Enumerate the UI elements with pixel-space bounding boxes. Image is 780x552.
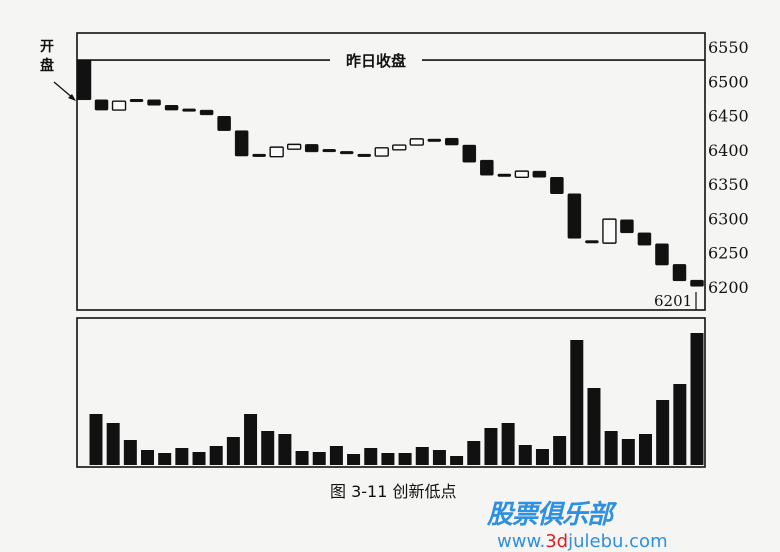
volume-bar xyxy=(638,434,652,465)
url-part: julebu.com xyxy=(568,531,668,552)
open-annotation-char: 盘 xyxy=(40,57,54,74)
volume-bar xyxy=(278,434,292,465)
candle xyxy=(217,116,231,131)
candle xyxy=(514,170,530,178)
candle xyxy=(602,218,617,244)
volume-bar xyxy=(123,440,137,465)
candle xyxy=(550,177,564,194)
volume-bar xyxy=(244,414,258,465)
candle xyxy=(286,143,302,150)
url-part: 3d xyxy=(545,531,569,552)
volume-bar xyxy=(89,414,103,465)
volume-bar xyxy=(673,384,687,465)
watermark-url[interactable]: www.3djulebu.com xyxy=(497,531,668,552)
volume-bar xyxy=(570,340,584,465)
candle xyxy=(655,243,669,266)
volume-bar xyxy=(175,448,189,465)
y-tick-label: 6500 xyxy=(708,72,749,91)
candle xyxy=(252,153,266,157)
candle xyxy=(199,109,214,116)
candle xyxy=(129,99,144,103)
volume-bar xyxy=(604,431,618,465)
y-tick-label: 6200 xyxy=(708,278,749,297)
candle xyxy=(322,149,336,153)
volume-bar xyxy=(535,449,549,465)
arrow-head-icon xyxy=(68,94,76,101)
volume-bar xyxy=(484,428,498,465)
volume-bar xyxy=(621,439,635,465)
candle xyxy=(111,100,127,111)
watermark: 股票俱乐部www.3djulebu.com xyxy=(487,494,780,552)
candle xyxy=(409,138,424,146)
volume-bar xyxy=(415,447,429,465)
candle xyxy=(76,59,92,101)
candle xyxy=(392,144,407,151)
volume-bar xyxy=(261,431,275,465)
y-tick-label: 6350 xyxy=(708,175,749,194)
volume-bar xyxy=(364,448,378,465)
volume-bar xyxy=(329,446,343,465)
reference-line-label: 昨日收盘 xyxy=(346,52,406,70)
price-panel-frame xyxy=(76,32,706,311)
candle xyxy=(620,219,634,234)
volume-bar xyxy=(312,452,326,465)
candle xyxy=(532,170,547,178)
candle xyxy=(182,108,196,112)
candle xyxy=(672,264,687,282)
volume-bar xyxy=(398,453,412,465)
volume-bar xyxy=(381,453,395,465)
candle xyxy=(304,144,319,153)
open-annotation-char: 开 xyxy=(40,39,54,55)
volume-bar xyxy=(690,333,704,465)
volume-bar xyxy=(501,423,515,465)
last-price-label: 6201 xyxy=(654,292,692,310)
y-tick-label: 6550 xyxy=(708,38,749,57)
volume-bar xyxy=(192,452,206,465)
candle xyxy=(234,130,249,157)
candle xyxy=(637,232,652,246)
candle xyxy=(357,153,371,157)
volume-bar xyxy=(226,437,240,465)
volume-bar xyxy=(295,451,309,465)
y-tick-label: 6450 xyxy=(708,107,749,126)
candle xyxy=(585,240,599,244)
candle xyxy=(147,99,161,106)
url-part: www. xyxy=(497,531,546,552)
volume-bar xyxy=(656,400,670,465)
candle xyxy=(462,144,477,163)
volume-bar xyxy=(518,445,532,465)
candle xyxy=(94,99,109,111)
figure-caption: 图 3-11 创新低点 xyxy=(330,482,457,501)
y-tick-label: 6300 xyxy=(708,209,749,228)
candle xyxy=(567,193,582,239)
volume-bar xyxy=(347,454,361,465)
volume-bar xyxy=(467,441,481,465)
candle xyxy=(374,147,389,157)
volume-bar xyxy=(158,453,172,465)
candle xyxy=(445,137,459,146)
volume-bar xyxy=(587,388,601,465)
volume-bar xyxy=(141,450,155,465)
watermark-logo-text: 股票俱乐部 xyxy=(487,500,613,530)
candlestick-volume-chart: 昨日收盘 6550 6500 6450 6400 6350 6300 6250 6200 开盘 62… xyxy=(40,32,749,468)
volume-bar xyxy=(106,423,120,465)
volume-bar xyxy=(450,456,464,465)
candle xyxy=(164,105,179,111)
candle xyxy=(427,138,442,142)
volume-bar xyxy=(553,436,567,465)
volume-bar xyxy=(209,446,223,465)
candle xyxy=(497,173,512,177)
volume-bar xyxy=(432,450,446,465)
y-tick-label: 6400 xyxy=(708,141,749,160)
volume-panel-frame xyxy=(76,317,706,468)
candle xyxy=(339,151,354,155)
candle xyxy=(480,159,494,176)
candle xyxy=(690,279,704,287)
y-tick-label: 6250 xyxy=(708,244,749,263)
candle xyxy=(269,146,284,158)
